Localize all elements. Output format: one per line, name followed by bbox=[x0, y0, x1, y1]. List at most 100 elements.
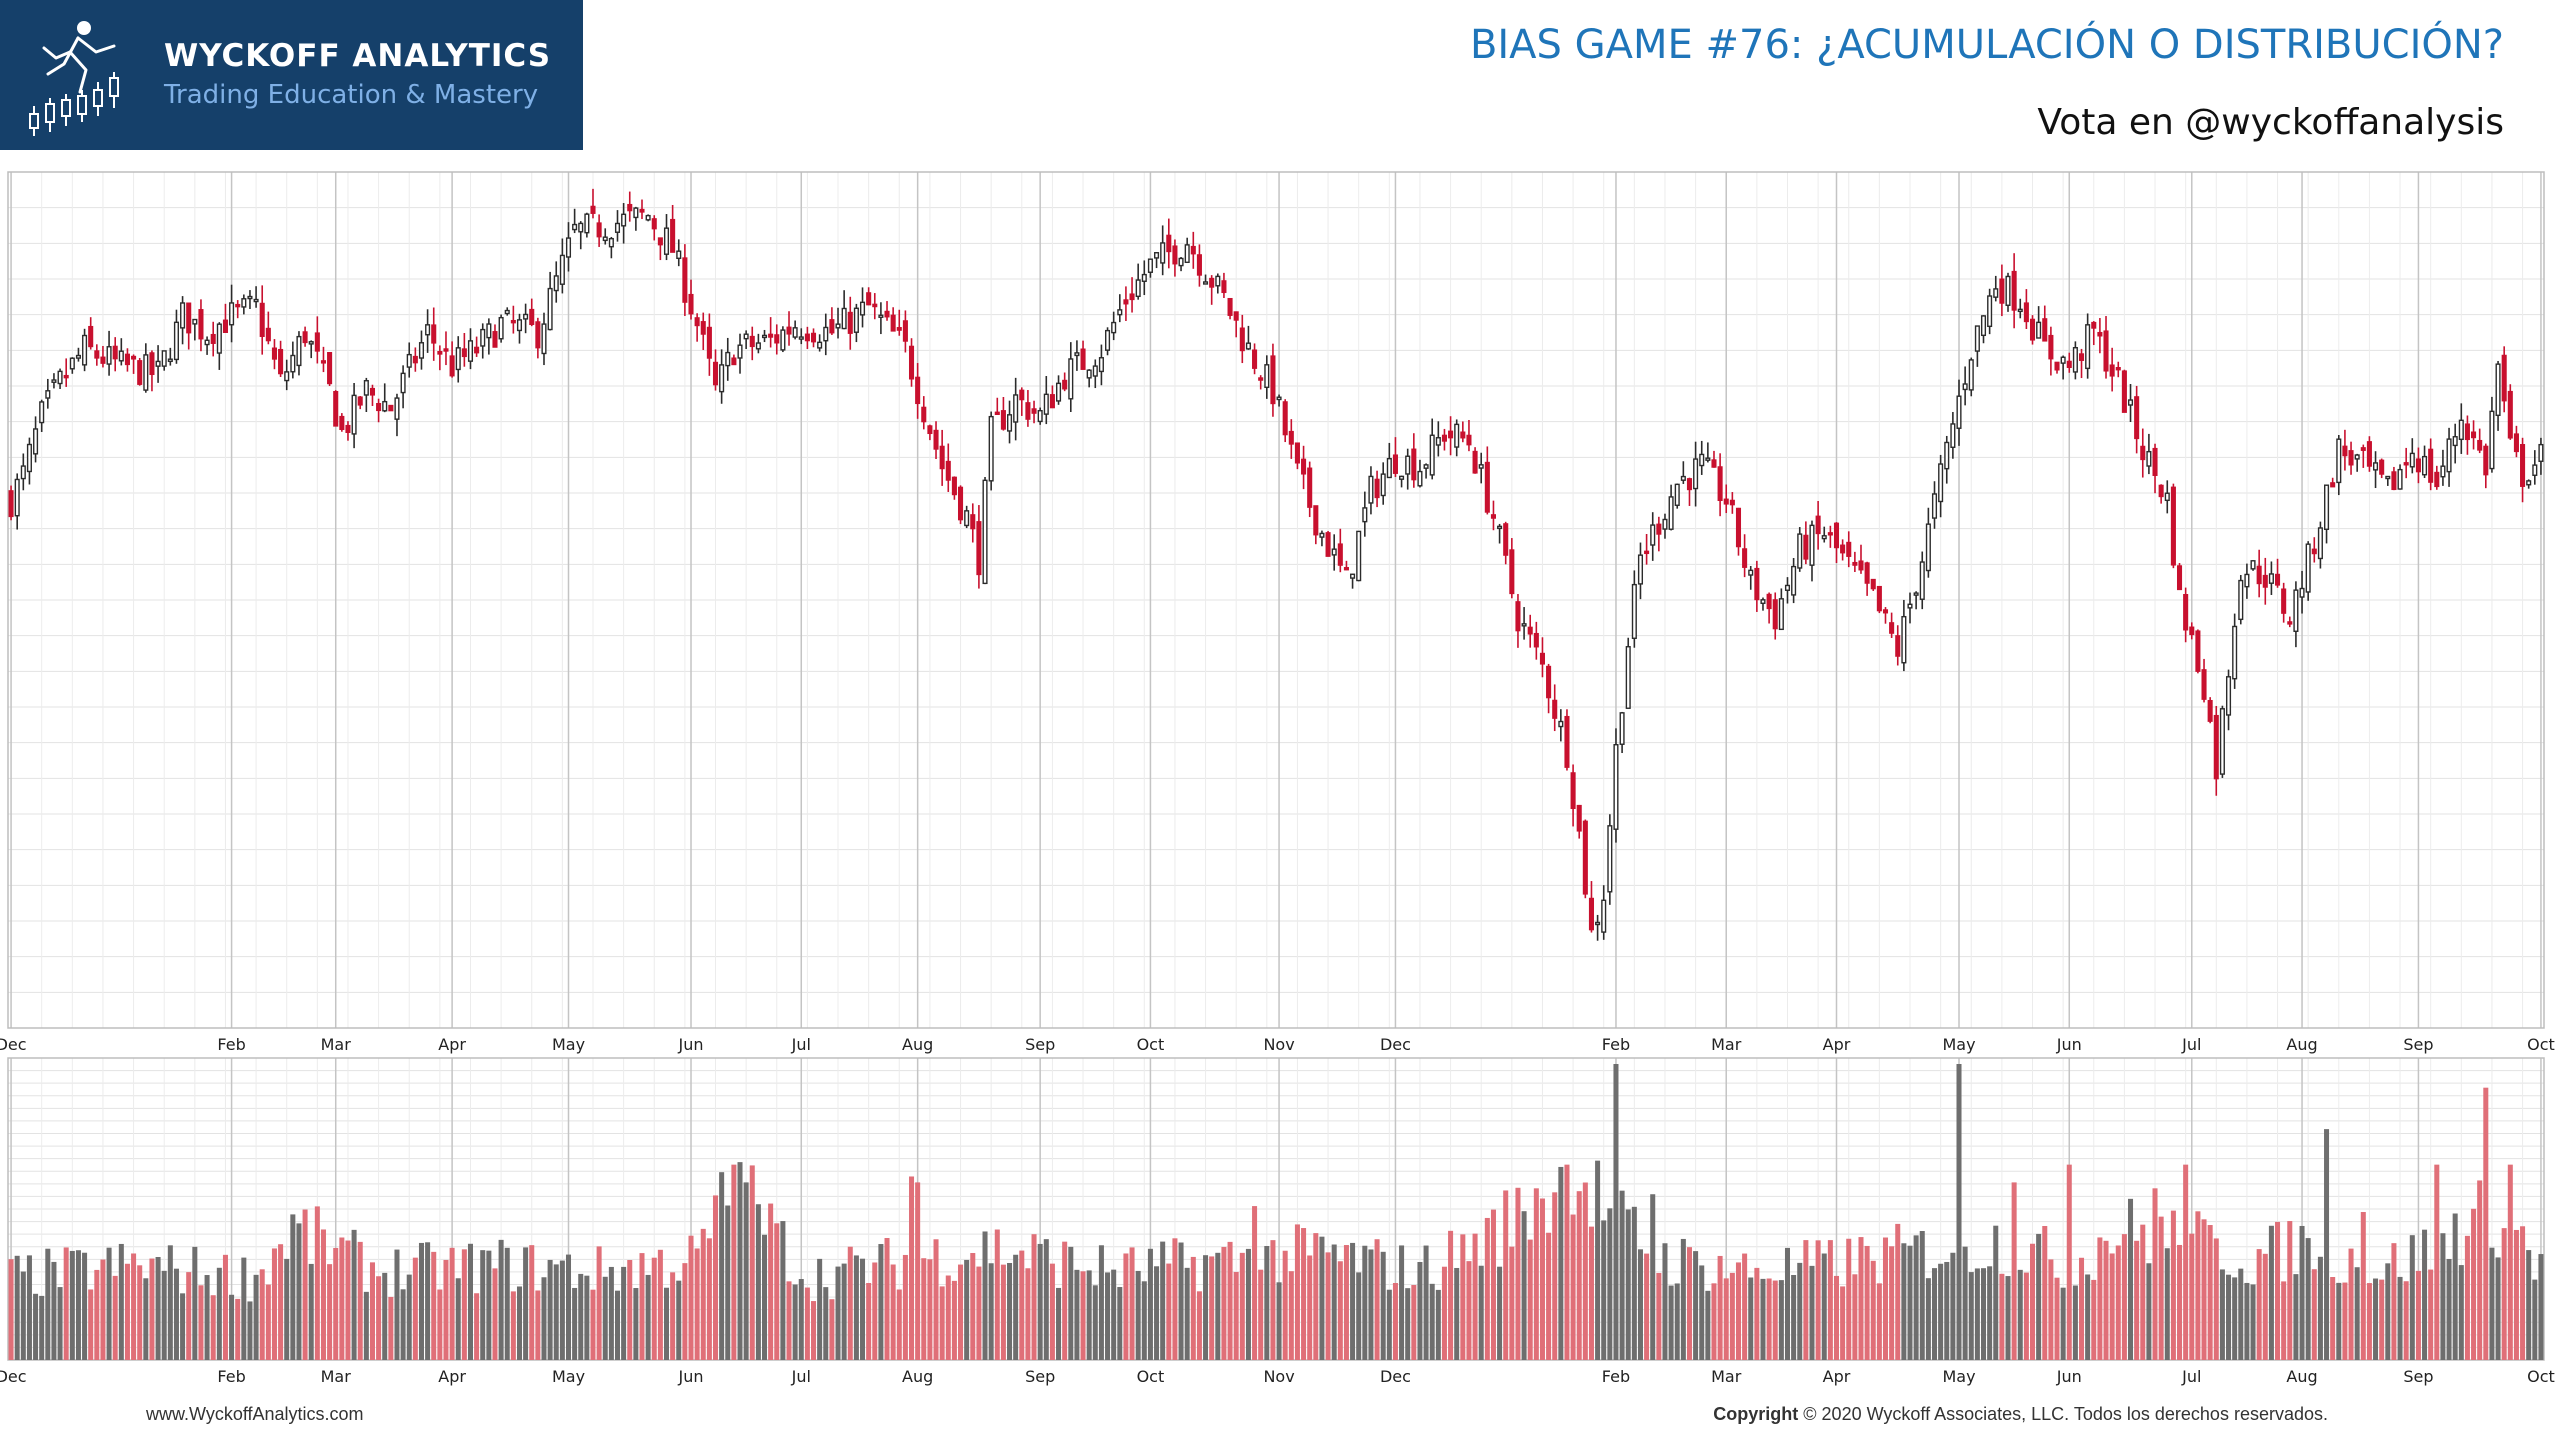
candle-body bbox=[1497, 525, 1503, 530]
candle-body bbox=[2348, 450, 2354, 466]
candle-body bbox=[2520, 444, 2526, 487]
candle-body bbox=[1013, 394, 1019, 423]
candle-body bbox=[75, 354, 81, 359]
candle-body bbox=[14, 478, 20, 517]
candle-body bbox=[1735, 507, 1742, 548]
volume-bar bbox=[2170, 1210, 2176, 1360]
volume-bar bbox=[1938, 1263, 1944, 1360]
volume-bar bbox=[2526, 1250, 2532, 1360]
candle-body bbox=[982, 479, 988, 585]
volume-bar bbox=[958, 1264, 964, 1360]
volume-grid-frame bbox=[7, 1057, 2545, 1361]
candle-body bbox=[1987, 295, 1993, 328]
candle-body bbox=[2085, 324, 2091, 370]
candle-body bbox=[1466, 434, 1472, 446]
candle-body bbox=[118, 350, 124, 362]
volume-bar bbox=[565, 1254, 572, 1360]
candle-body bbox=[2446, 438, 2452, 473]
volume-bar bbox=[2060, 1287, 2066, 1360]
candle-body bbox=[2140, 445, 2146, 461]
volume-bar bbox=[2446, 1258, 2452, 1360]
candle-body bbox=[173, 321, 179, 361]
volume-bar bbox=[2311, 1269, 2317, 1360]
candle-body bbox=[106, 346, 112, 365]
candle-body bbox=[204, 339, 210, 346]
volume-bar bbox=[621, 1266, 627, 1360]
candle-body bbox=[320, 360, 327, 364]
candle-body bbox=[1399, 475, 1405, 480]
volume-bar bbox=[1405, 1288, 1411, 1360]
candle-body bbox=[761, 334, 768, 339]
volume-bar bbox=[1172, 1238, 1178, 1360]
volume-bar bbox=[1601, 1220, 1607, 1360]
volume-bar bbox=[1778, 1280, 1784, 1360]
volume-bar bbox=[1815, 1240, 1821, 1360]
candle-body bbox=[167, 358, 173, 363]
candle-body bbox=[2183, 594, 2189, 631]
volume-bar bbox=[755, 1204, 761, 1360]
volume-bar bbox=[2048, 1259, 2054, 1360]
volume-bar bbox=[247, 1301, 253, 1360]
candle-body bbox=[1876, 585, 1882, 612]
candle-body bbox=[688, 293, 694, 315]
candle-body bbox=[712, 361, 719, 386]
candle-body bbox=[259, 302, 265, 337]
volume-bar bbox=[474, 1293, 480, 1360]
volume-bar bbox=[529, 1245, 535, 1360]
candle-body bbox=[2501, 354, 2507, 402]
volume-bar bbox=[1974, 1268, 1980, 1360]
candle-body bbox=[964, 510, 970, 527]
volume-bar bbox=[2317, 1256, 2323, 1360]
volume-bar bbox=[2036, 1233, 2042, 1360]
candle-body bbox=[2373, 462, 2379, 471]
volume-bar bbox=[2152, 1188, 2158, 1360]
candle-body bbox=[1552, 699, 1558, 719]
candle-body bbox=[1515, 601, 1521, 632]
volume-bar bbox=[2360, 1212, 2366, 1360]
volume-bar bbox=[2085, 1274, 2091, 1360]
volume-bar bbox=[1098, 1245, 1104, 1360]
volume-bar bbox=[1129, 1247, 1135, 1360]
candle-body bbox=[2158, 484, 2164, 498]
candle-body bbox=[2391, 471, 2397, 491]
volume-bar bbox=[186, 1272, 192, 1360]
volume-bar bbox=[1699, 1265, 1705, 1360]
candle-body bbox=[1889, 622, 1895, 634]
candle-body bbox=[2366, 441, 2372, 467]
volume-bar bbox=[1956, 1064, 1962, 1360]
price-axis-tick-label: Jun bbox=[678, 1035, 704, 1054]
volume-bar bbox=[2189, 1233, 2195, 1360]
candle-body bbox=[161, 350, 167, 367]
volume-bar bbox=[1870, 1260, 1876, 1360]
candle-body bbox=[1252, 349, 1258, 369]
candle-body bbox=[302, 331, 308, 344]
candle-body bbox=[1931, 493, 1938, 519]
volume-bar bbox=[204, 1275, 210, 1360]
volume-axis-tick-label: May bbox=[552, 1367, 585, 1386]
candle-body bbox=[2268, 573, 2274, 584]
candle-body bbox=[798, 336, 804, 340]
price-axis-tick-label: Nov bbox=[1263, 1035, 1294, 1054]
volume-bar bbox=[1882, 1237, 1889, 1360]
candle-body bbox=[1797, 533, 1803, 569]
candle-body bbox=[1478, 464, 1484, 469]
volume-bar bbox=[1252, 1206, 1258, 1360]
volume-bar bbox=[651, 1257, 657, 1360]
price-axis-tick-label: May bbox=[1942, 1035, 1975, 1054]
volume-bar bbox=[406, 1274, 412, 1360]
volume-bar bbox=[1889, 1246, 1895, 1360]
volume-bar bbox=[553, 1264, 559, 1360]
volume-axis-tick-label: Aug bbox=[902, 1367, 933, 1386]
candle-body bbox=[198, 309, 204, 340]
candle-body bbox=[884, 310, 890, 318]
volume-bar bbox=[2219, 1269, 2225, 1360]
candle-body bbox=[2464, 423, 2470, 441]
candle-body bbox=[388, 404, 394, 412]
volume-bar bbox=[1858, 1237, 1864, 1360]
footer-website[interactable]: www.WyckoffAnalytics.com bbox=[146, 1404, 364, 1424]
candle-body bbox=[1203, 281, 1209, 285]
price-axis-tick-label: Sep bbox=[2403, 1035, 2433, 1054]
candle-body bbox=[1423, 464, 1429, 469]
volume-bar bbox=[149, 1258, 155, 1360]
price-axis-tick-label: Jul bbox=[2181, 1035, 2201, 1054]
